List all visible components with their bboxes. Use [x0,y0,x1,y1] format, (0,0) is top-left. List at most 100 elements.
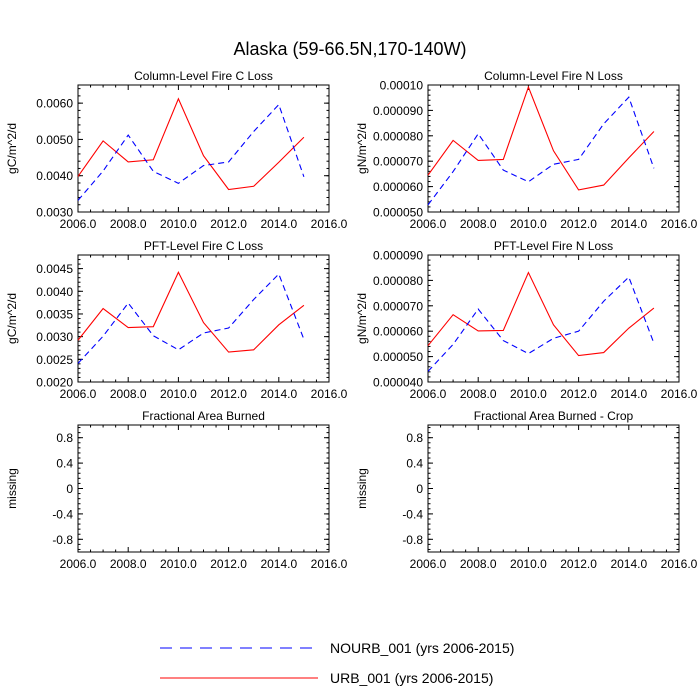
y-axis-label: missing [5,468,19,509]
y-tick-label: -0.8 [402,533,423,547]
x-tick-label: 2014.0 [610,557,647,571]
x-tick-label: 2014.0 [610,217,647,231]
x-tick-label: 2006.0 [60,387,97,401]
x-tick-label: 2012.0 [210,557,247,571]
y-tick-label: 0.0030 [36,330,73,344]
legend: NOURB_001 (yrs 2006-2015) URB_001 (yrs 20… [160,640,514,686]
y-tick-label: 0.0035 [36,307,73,321]
y-axis-label: missing [355,468,369,509]
panel-title: PFT-Level Fire C Loss [144,239,263,253]
x-tick-label: 2006.0 [410,387,447,401]
panel-title: PFT-Level Fire N Loss [494,239,613,253]
series-line-urb [77,97,305,191]
y-tick-label: 0.000070 [373,299,423,313]
x-tick-label: 2010.0 [160,387,197,401]
x-tick-label: 2008.0 [110,387,147,401]
x-tick-label: 2006.0 [60,557,97,571]
x-tick-label: 2010.0 [510,217,547,231]
figure-title: Alaska (59-66.5N,170-140W) [233,39,466,59]
chart-panel-1: Column-Level Fire C Loss gC/m^2/d 2006.0 20… [5,69,348,231]
x-tick-label: 2008.0 [460,217,497,231]
x-tick-label: 2008.0 [110,217,147,231]
x-tick-label: 2008.0 [460,387,497,401]
y-tick-label: 0.0030 [36,206,73,220]
y-axis-label: gC/m^2/d [5,123,19,174]
y-tick-label: 0.4 [56,457,73,471]
y-tick-label: -0.8 [52,533,73,547]
series-line-nourb [427,96,655,206]
y-tick-label: 0.000050 [373,350,423,364]
y-tick-label: 0.000040 [373,376,423,390]
y-tick-label: 0.000060 [373,180,423,194]
chart-panel-6: Fractional Area Burned - Crop missing 2006… [355,409,698,571]
series-line-urb [427,271,655,357]
y-tick-label: 0.0025 [36,353,73,367]
y-tick-label: 0.000070 [373,155,423,169]
y-tick-label: 0 [416,482,423,496]
legend-label-nourb: NOURB_001 (yrs 2006-2015) [330,640,514,656]
y-axis-label: gN/m^2/d [355,123,369,174]
y-tick-label: 0.4 [406,457,423,471]
chart-panel-2: Column-Level Fire N Loss gN/m^2/d 2006.0 20… [355,69,698,231]
x-tick-label: 2016.0 [661,217,698,231]
x-tick-label: 2010.0 [160,217,197,231]
chart-panel-3: PFT-Level Fire C Loss gC/m^2/d 2006.0 2008.… [5,239,348,401]
series-line-urb [77,270,305,353]
y-tick-label: 0.0045 [36,262,73,276]
chart-panel-4: PFT-Level Fire N Loss gN/m^2/d 2006.0 2008.… [355,239,698,401]
x-tick-label: 2012.0 [560,217,597,231]
x-tick-label: 2012.0 [210,387,247,401]
y-axis-label: gC/m^2/d [5,293,19,344]
y-tick-label: -0.4 [402,507,423,521]
plot-frame [77,424,330,553]
x-tick-label: 2012.0 [210,217,247,231]
y-tick-label: -0.4 [52,507,73,521]
plot-frame [77,84,330,213]
y-tick-label: 0.000090 [373,104,423,118]
x-tick-label: 2008.0 [110,557,147,571]
series-line-nourb [77,273,305,364]
x-tick-label: 2016.0 [311,387,348,401]
x-tick-label: 2016.0 [661,387,698,401]
y-tick-label: 0.00010 [380,79,424,93]
x-tick-label: 2012.0 [560,557,597,571]
panel-title: Fractional Area Burned - Crop [474,409,634,423]
panel-title: Fractional Area Burned [142,409,265,423]
plot-frame [427,424,680,553]
y-tick-label: 0.0020 [36,376,73,390]
x-tick-label: 2016.0 [311,217,348,231]
x-tick-label: 2012.0 [560,387,597,401]
x-tick-label: 2006.0 [410,557,447,571]
y-axis-label: gN/m^2/d [355,293,369,344]
x-tick-label: 2014.0 [610,387,647,401]
y-tick-label: 0.0060 [36,97,73,111]
x-tick-label: 2010.0 [510,557,547,571]
y-tick-label: 0.000050 [373,206,423,220]
x-tick-label: 2014.0 [260,557,297,571]
y-tick-label: 0.0050 [36,133,73,147]
y-tick-label: 0 [66,482,73,496]
plot-frame [427,84,680,213]
x-tick-label: 2014.0 [260,217,297,231]
panel-grid: Column-Level Fire C Loss gC/m^2/d 2006.0 20… [5,69,698,571]
x-tick-label: 2014.0 [260,387,297,401]
y-tick-label: 0.000080 [373,274,423,288]
y-tick-label: 0.8 [56,431,73,445]
chart-panel-5: Fractional Area Burned missing 2006.0 2008.… [5,409,348,571]
x-tick-label: 2006.0 [60,217,97,231]
panel-title: Column-Level Fire C Loss [134,69,273,83]
x-tick-label: 2008.0 [460,557,497,571]
x-tick-label: 2006.0 [410,217,447,231]
x-tick-label: 2010.0 [510,387,547,401]
y-tick-label: 0.000090 [373,249,423,263]
y-tick-label: 0.0040 [36,169,73,183]
panel-title: Column-Level Fire N Loss [484,69,623,83]
series-line-nourb [77,103,305,201]
series-line-nourb [427,276,655,372]
series-line-urb [427,85,655,191]
x-tick-label: 2010.0 [160,557,197,571]
legend-label-urb: URB_001 (yrs 2006-2015) [330,670,493,686]
y-tick-label: 0.0040 [36,285,73,299]
x-tick-label: 2016.0 [661,557,698,571]
